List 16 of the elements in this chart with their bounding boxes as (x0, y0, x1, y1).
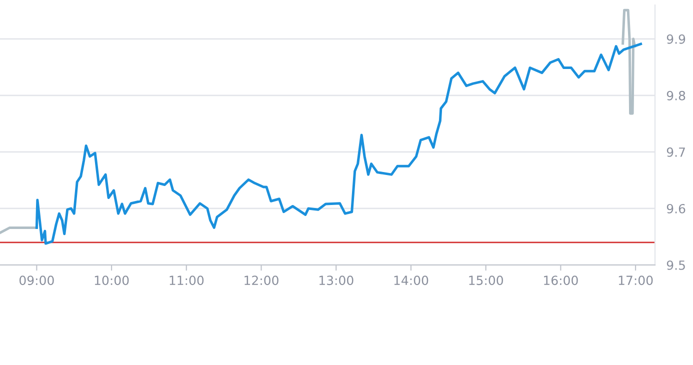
x-tick-label: 09:00 (19, 276, 54, 286)
x-tick-label: 14:00 (394, 276, 428, 286)
x-tick-label: 15:00 (469, 276, 504, 286)
x-tick-label: 13:00 (319, 276, 354, 286)
x-tick-label: 12:00 (244, 276, 278, 286)
y-tick-label: 9.5 (666, 260, 685, 270)
x-tick-label: 11:00 (170, 276, 204, 286)
y-tick-label: 9.9 (666, 34, 686, 44)
y-tick-label: 9.6 (666, 204, 686, 214)
x-tick-label: 17:00 (618, 276, 653, 286)
y-tick-label: 9.8 (666, 90, 686, 100)
x-tick-label: 16:00 (544, 276, 578, 286)
line-series (35, 42, 642, 245)
line-series (622, 8, 636, 115)
y-tick-label: 9.7 (666, 147, 685, 157)
x-tick-label: 10:00 (94, 276, 129, 286)
